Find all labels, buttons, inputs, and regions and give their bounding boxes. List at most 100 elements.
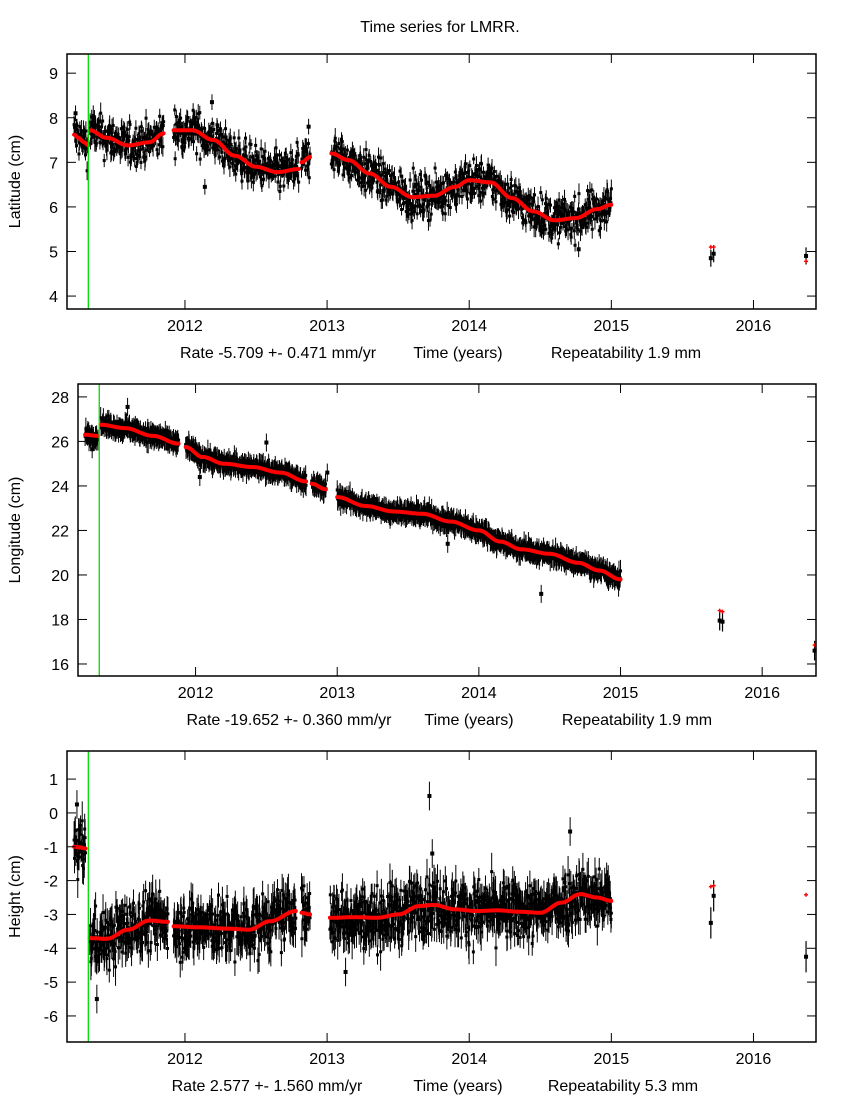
data-point bbox=[453, 170, 457, 174]
data-point bbox=[454, 175, 458, 179]
data-point bbox=[387, 188, 391, 192]
data-point bbox=[132, 155, 136, 159]
data-point bbox=[198, 111, 202, 115]
data-point bbox=[140, 129, 144, 133]
data-point bbox=[447, 191, 451, 195]
data-point bbox=[306, 142, 310, 146]
data-point bbox=[155, 125, 159, 129]
data-point bbox=[333, 136, 337, 140]
figure-title: Time series for LMRR. bbox=[360, 19, 519, 36]
data-point bbox=[423, 198, 427, 202]
data-point bbox=[221, 135, 225, 139]
data-point bbox=[131, 141, 135, 145]
data-point bbox=[521, 221, 525, 225]
data-point bbox=[100, 427, 104, 431]
data-point bbox=[124, 146, 128, 150]
data-point bbox=[305, 164, 309, 168]
data-point bbox=[139, 160, 143, 164]
data-point bbox=[429, 212, 433, 216]
data-point bbox=[444, 173, 448, 177]
data-point bbox=[478, 190, 482, 194]
data-point bbox=[111, 142, 115, 146]
data-point bbox=[544, 196, 548, 200]
data-point bbox=[589, 215, 593, 219]
data-point bbox=[220, 159, 224, 163]
data-point bbox=[425, 192, 429, 196]
data-point bbox=[168, 445, 172, 449]
data-point bbox=[498, 178, 502, 182]
data-point bbox=[539, 191, 543, 195]
y-tick-label: 4 bbox=[49, 289, 58, 306]
data-point bbox=[202, 146, 206, 150]
data-point bbox=[263, 149, 267, 153]
data-point bbox=[246, 458, 250, 462]
data-point bbox=[484, 185, 488, 189]
data-point bbox=[259, 463, 263, 467]
data-point bbox=[196, 460, 200, 464]
data-point bbox=[598, 226, 602, 230]
data-point bbox=[246, 179, 250, 183]
data-point bbox=[577, 207, 581, 211]
data-point bbox=[433, 511, 437, 515]
data-point bbox=[220, 132, 224, 136]
data-point bbox=[411, 166, 415, 170]
latitude-data bbox=[72, 94, 809, 267]
data-point bbox=[174, 115, 178, 119]
data-point bbox=[486, 177, 490, 181]
data-point bbox=[366, 179, 370, 183]
data-point bbox=[115, 148, 119, 152]
data-point bbox=[412, 210, 416, 214]
data-point bbox=[124, 148, 128, 152]
data-point bbox=[92, 133, 96, 137]
data-point bbox=[223, 156, 227, 160]
data-point bbox=[540, 198, 544, 202]
data-point bbox=[108, 141, 112, 145]
data-point bbox=[426, 516, 430, 520]
data-point bbox=[404, 209, 408, 213]
data-point bbox=[232, 168, 236, 172]
data-point bbox=[553, 227, 557, 231]
data-point bbox=[371, 162, 375, 166]
data-point bbox=[126, 136, 130, 140]
data-point bbox=[77, 133, 81, 137]
data-point bbox=[75, 144, 79, 148]
data-point bbox=[414, 193, 418, 197]
data-point bbox=[232, 136, 236, 140]
data-point bbox=[444, 199, 448, 203]
data-point bbox=[259, 147, 263, 151]
data-point bbox=[602, 195, 606, 199]
data-point bbox=[90, 135, 94, 139]
data-point bbox=[547, 231, 551, 235]
data-point bbox=[157, 143, 161, 147]
data-point bbox=[561, 214, 565, 218]
data-point bbox=[134, 164, 138, 168]
data-point bbox=[426, 219, 430, 223]
isolated-fit-marker bbox=[711, 245, 716, 250]
data-point bbox=[300, 166, 304, 170]
data-point bbox=[286, 475, 290, 479]
data-point bbox=[217, 137, 221, 141]
data-point bbox=[211, 146, 215, 150]
data-point bbox=[500, 205, 504, 209]
data-point bbox=[504, 210, 508, 214]
data-point bbox=[452, 180, 456, 184]
data-point bbox=[436, 183, 440, 187]
data-point bbox=[406, 199, 410, 203]
data-point bbox=[462, 171, 466, 175]
x-tick-label: 2016 bbox=[736, 318, 772, 335]
data-point bbox=[332, 168, 336, 172]
data-point bbox=[227, 158, 231, 162]
data-point bbox=[212, 128, 216, 132]
data-point bbox=[304, 483, 308, 487]
data-point bbox=[307, 161, 311, 165]
latitude-x-axis-label: Time (years) bbox=[413, 345, 502, 362]
data-point bbox=[427, 202, 431, 206]
data-point bbox=[465, 197, 469, 201]
data-point bbox=[223, 142, 227, 146]
data-point bbox=[85, 145, 89, 149]
data-point bbox=[588, 189, 592, 193]
data-point bbox=[549, 203, 553, 207]
data-point bbox=[123, 130, 127, 134]
data-point bbox=[220, 150, 224, 154]
data-point bbox=[533, 193, 537, 197]
